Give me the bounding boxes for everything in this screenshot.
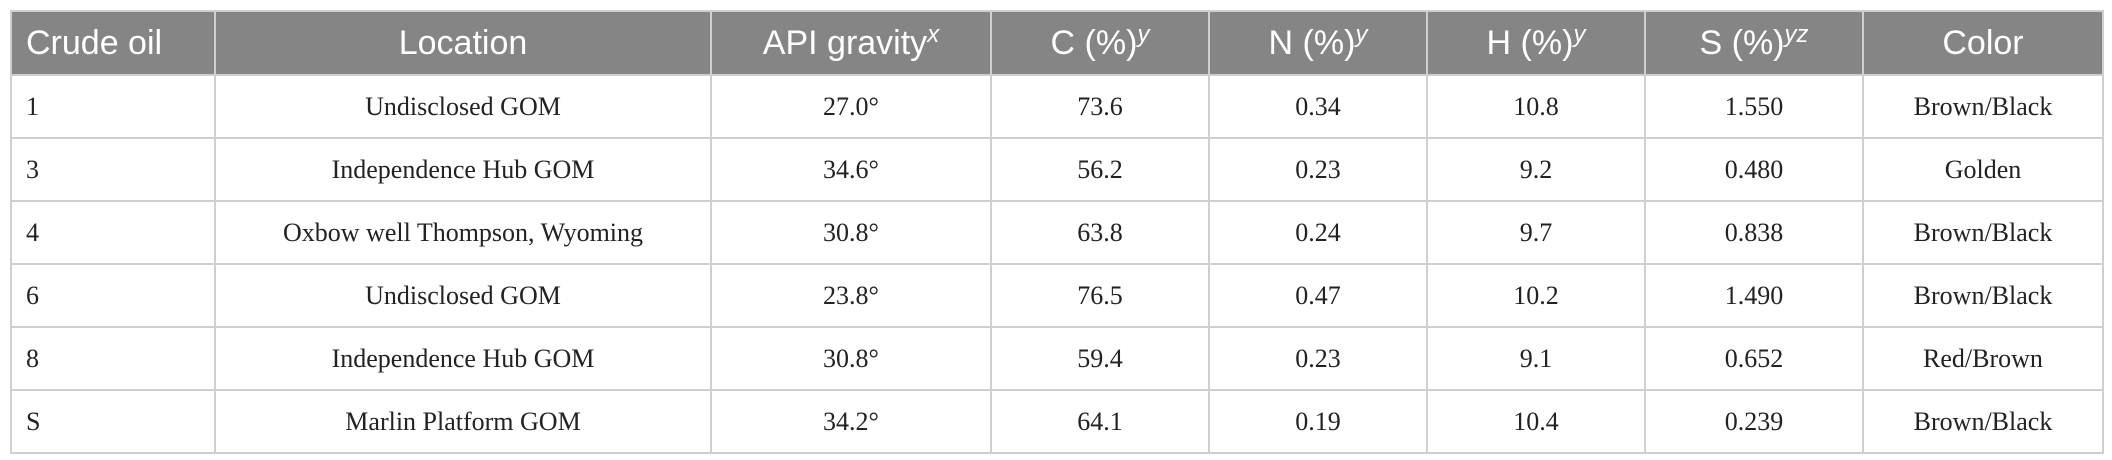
header-row: Crude oil Location API gravityx C (%)y N… xyxy=(10,10,2104,76)
cell-crude-oil: 6 xyxy=(10,263,216,328)
header-nitrogen: N (%)y xyxy=(1208,10,1428,76)
cell-api-gravity: 34.2° xyxy=(710,389,992,454)
header-carbon: C (%)y xyxy=(990,10,1210,76)
cell-nitrogen: 0.24 xyxy=(1208,200,1428,265)
cell-carbon: 76.5 xyxy=(990,263,1210,328)
cell-color: Brown/Black xyxy=(1862,263,2104,328)
cell-location: Independence Hub GOM xyxy=(214,137,712,202)
cell-location: Oxbow well Thompson, Wyoming xyxy=(214,200,712,265)
cell-sulfur: 1.550 xyxy=(1644,74,1864,139)
cell-color: Red/Brown xyxy=(1862,326,2104,391)
cell-crude-oil: 4 xyxy=(10,200,216,265)
header-label: C (%) xyxy=(1050,23,1138,62)
table-row: 1 Undisclosed GOM 27.0° 73.6 0.34 10.8 1… xyxy=(10,74,2104,139)
header-superscript: y xyxy=(1573,20,1586,48)
cell-location: Marlin Platform GOM xyxy=(214,389,712,454)
cell-api-gravity: 34.6° xyxy=(710,137,992,202)
header-label: H (%) xyxy=(1486,23,1574,62)
cell-carbon: 64.1 xyxy=(990,389,1210,454)
crude-oil-table-container: Crude oil Location API gravityx C (%)y N… xyxy=(10,10,2104,454)
table-row: 8 Independence Hub GOM 30.8° 59.4 0.23 9… xyxy=(10,326,2104,391)
table-row: S Marlin Platform GOM 34.2° 64.1 0.19 10… xyxy=(10,389,2104,454)
cell-api-gravity: 30.8° xyxy=(710,326,992,391)
cell-crude-oil: 1 xyxy=(10,74,216,139)
cell-sulfur: 0.838 xyxy=(1644,200,1864,265)
header-location: Location xyxy=(214,10,712,76)
table-row: 6 Undisclosed GOM 23.8° 76.5 0.47 10.2 1… xyxy=(10,263,2104,328)
header-label: Crude oil xyxy=(26,23,163,62)
header-label: Color xyxy=(1942,23,2024,62)
cell-carbon: 59.4 xyxy=(990,326,1210,391)
cell-nitrogen: 0.19 xyxy=(1208,389,1428,454)
cell-hydrogen: 10.8 xyxy=(1426,74,1646,139)
cell-carbon: 73.6 xyxy=(990,74,1210,139)
cell-nitrogen: 0.23 xyxy=(1208,326,1428,391)
cell-nitrogen: 0.23 xyxy=(1208,137,1428,202)
cell-nitrogen: 0.34 xyxy=(1208,74,1428,139)
table-row: 3 Independence Hub GOM 34.6° 56.2 0.23 9… xyxy=(10,137,2104,202)
cell-api-gravity: 30.8° xyxy=(710,200,992,265)
header-crude-oil: Crude oil xyxy=(10,10,216,76)
cell-hydrogen: 9.7 xyxy=(1426,200,1646,265)
cell-hydrogen: 9.1 xyxy=(1426,326,1646,391)
cell-crude-oil: S xyxy=(10,389,216,454)
cell-api-gravity: 27.0° xyxy=(710,74,992,139)
cell-crude-oil: 3 xyxy=(10,137,216,202)
cell-location: Independence Hub GOM xyxy=(214,326,712,391)
header-label: API gravity xyxy=(762,23,928,62)
header-superscript: x xyxy=(927,20,940,48)
header-label: Location xyxy=(398,23,528,62)
cell-hydrogen: 10.2 xyxy=(1426,263,1646,328)
crude-oil-properties-table: Crude oil Location API gravityx C (%)y N… xyxy=(10,10,2104,454)
table-row: 4 Oxbow well Thompson, Wyoming 30.8° 63.… xyxy=(10,200,2104,265)
table-header: Crude oil Location API gravityx C (%)y N… xyxy=(10,10,2104,76)
cell-sulfur: 1.490 xyxy=(1644,263,1864,328)
cell-api-gravity: 23.8° xyxy=(710,263,992,328)
cell-carbon: 63.8 xyxy=(990,200,1210,265)
header-color: Color xyxy=(1862,10,2104,76)
cell-location: Undisclosed GOM xyxy=(214,263,712,328)
cell-hydrogen: 10.4 xyxy=(1426,389,1646,454)
cell-color: Golden xyxy=(1862,137,2104,202)
header-hydrogen: H (%)y xyxy=(1426,10,1646,76)
header-superscript: y xyxy=(1355,20,1368,48)
header-label: N (%) xyxy=(1268,23,1356,62)
cell-sulfur: 0.480 xyxy=(1644,137,1864,202)
cell-sulfur: 0.652 xyxy=(1644,326,1864,391)
cell-carbon: 56.2 xyxy=(990,137,1210,202)
cell-crude-oil: 8 xyxy=(10,326,216,391)
header-sulfur: S (%)yz xyxy=(1644,10,1864,76)
cell-nitrogen: 0.47 xyxy=(1208,263,1428,328)
header-label: S (%) xyxy=(1699,23,1785,62)
cell-hydrogen: 9.2 xyxy=(1426,137,1646,202)
cell-color: Brown/Black xyxy=(1862,74,2104,139)
cell-location: Undisclosed GOM xyxy=(214,74,712,139)
header-superscript: y xyxy=(1137,20,1150,48)
cell-color: Brown/Black xyxy=(1862,200,2104,265)
cell-sulfur: 0.239 xyxy=(1644,389,1864,454)
header-api-gravity: API gravityx xyxy=(710,10,992,76)
cell-color: Brown/Black xyxy=(1862,389,2104,454)
table-body: 1 Undisclosed GOM 27.0° 73.6 0.34 10.8 1… xyxy=(10,74,2104,454)
header-superscript: yz xyxy=(1784,20,1809,48)
